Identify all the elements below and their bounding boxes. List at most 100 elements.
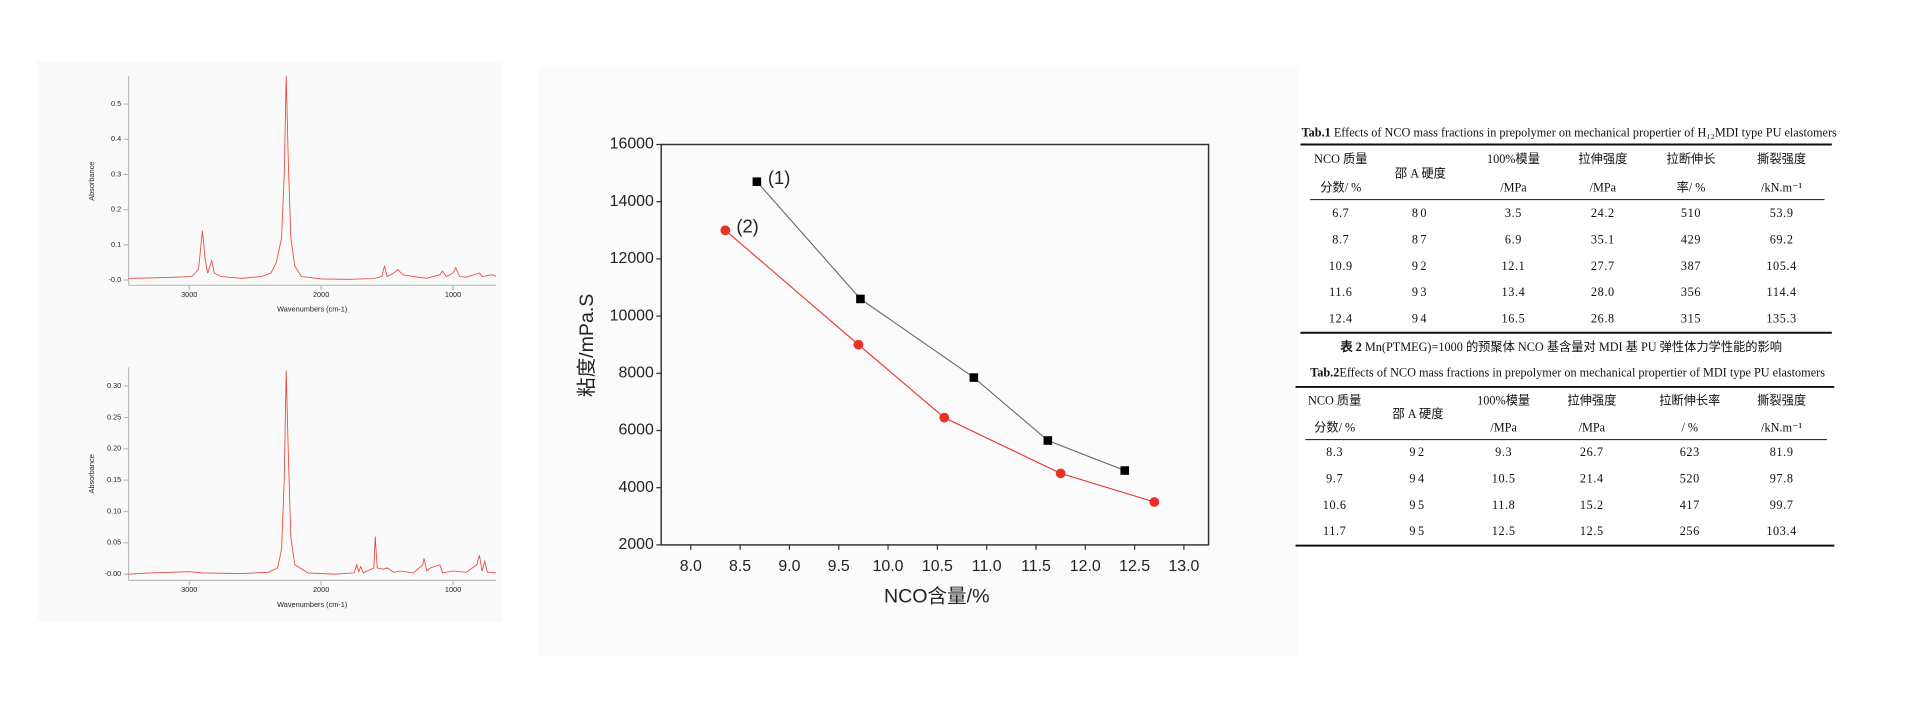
header-cell: 分数/ % xyxy=(1320,179,1361,194)
header-cell: /MPa xyxy=(1500,180,1527,194)
header-cell: 拉断伸长率 xyxy=(1659,392,1720,407)
point xyxy=(969,373,979,382)
x-tick-label: 13.0 xyxy=(1168,558,1199,575)
y-tick-label: 16000 xyxy=(610,136,654,153)
y-axis-label: Absorbance xyxy=(87,162,96,201)
header-cell: / % xyxy=(1681,420,1698,434)
table-cell: 92 xyxy=(1412,259,1429,273)
header-cell: 撕裂强度 xyxy=(1757,151,1806,166)
header-cell: /MPa xyxy=(1579,420,1606,434)
series-line xyxy=(128,75,497,280)
y-tick-label: 10000 xyxy=(610,307,654,324)
caption-text: Effects of NCO mass fractions in prepoly… xyxy=(1339,365,1825,379)
table-cell: 256 xyxy=(1680,524,1700,538)
y-tick-label: 0.25 xyxy=(107,412,121,421)
table-cell: 12.1 xyxy=(1502,259,1526,273)
series-line xyxy=(128,370,496,575)
table-cell: 80 xyxy=(1412,206,1429,220)
tables: Tab.1 Effects of NCO mass fractions in p… xyxy=(1295,125,1837,547)
header-cell: 拉断伸长 xyxy=(1667,151,1716,166)
header-cell: /MPa xyxy=(1490,420,1517,434)
table-cell: 105.4 xyxy=(1766,259,1797,273)
caption-label: Tab.2 xyxy=(1310,365,1339,379)
y-tick-label: 0.1 xyxy=(111,240,121,249)
table-cell: 315 xyxy=(1681,311,1701,325)
table-cell: 16.5 xyxy=(1502,311,1526,325)
x-tick-label: 2000 xyxy=(313,290,329,299)
table-cell: 93 xyxy=(1412,285,1429,299)
header-cell: /kN.m⁻¹ xyxy=(1761,180,1802,194)
table-cell: 11.7 xyxy=(1323,524,1346,538)
x-tick-label: 10.0 xyxy=(873,558,904,575)
y-tick-label: 0.20 xyxy=(107,444,121,453)
point xyxy=(1120,466,1130,475)
x-tick-label: 11.5 xyxy=(1021,558,1051,575)
x-tick-label: 12.0 xyxy=(1070,558,1101,575)
table-cell: 3.5 xyxy=(1505,206,1522,220)
x-tick-label: 1000 xyxy=(445,290,461,299)
table-cell: 21.4 xyxy=(1580,471,1604,485)
table-cell: 28.0 xyxy=(1591,285,1615,299)
y-tick-label: 0.2 xyxy=(111,205,121,214)
plot-frame xyxy=(660,143,1210,546)
table-caption: Tab.2Effects of NCO mass fractions in pr… xyxy=(1310,365,1825,379)
x-tick-label: 10.5 xyxy=(922,558,953,575)
table-cell: 387 xyxy=(1681,259,1701,273)
table-cell: 81.9 xyxy=(1770,445,1794,459)
x-axis-label: NCO含量/% xyxy=(884,586,990,608)
y-tick-label: 6000 xyxy=(618,422,654,439)
header-cell: 拉伸强度 xyxy=(1567,392,1616,407)
x-axis-label: Wavenumbers (cm-1) xyxy=(277,305,347,314)
x-tick-label: 1000 xyxy=(445,585,461,594)
table-caption: Tab.1 Effects of NCO mass fractions in p… xyxy=(1302,125,1837,139)
table-cell: 10.5 xyxy=(1492,471,1516,485)
table-cell: 6.7 xyxy=(1332,206,1349,220)
table-title: 表 2 Mn(PTMEG)=1000 的预聚体 NCO 基含量对 MDI 基 P… xyxy=(1339,339,1782,354)
y-tick-label: 0.5 xyxy=(111,99,121,108)
point xyxy=(856,294,865,304)
x-tick-label: 3000 xyxy=(181,290,197,299)
x-axis-label: Wavenumbers (cm-1) xyxy=(277,600,347,609)
header-cell: NCO 质量 xyxy=(1314,152,1367,166)
y-tick-label: 0.15 xyxy=(107,475,121,484)
series-label: (2) xyxy=(736,216,758,237)
y-tick-label: 4000 xyxy=(618,479,654,496)
table-cell: 12.4 xyxy=(1329,311,1353,325)
header-cell: 邵 A 硬度 xyxy=(1395,165,1446,180)
table-cell: 15.2 xyxy=(1580,498,1604,512)
table-cell: 510 xyxy=(1681,206,1701,220)
table-title-text: Mn(PTMEG)=1000 的预聚体 NCO 基含量对 MDI 基 PU 弹性… xyxy=(1362,339,1782,354)
table-cell: 53.9 xyxy=(1770,206,1794,220)
x-tick-label: 8.5 xyxy=(729,558,751,575)
header-cell: NCO 质量 xyxy=(1308,393,1361,407)
caption-label: Tab.1 xyxy=(1302,125,1331,139)
table-cell: 12.5 xyxy=(1492,524,1516,538)
x-tick-label: 3000 xyxy=(181,585,197,594)
table-cell: 10.9 xyxy=(1329,259,1353,273)
spectra-panel xyxy=(36,61,503,623)
table-cell: 95 xyxy=(1409,524,1426,538)
header-cell: 分数/ % xyxy=(1314,419,1355,434)
table-cell: 12.5 xyxy=(1580,524,1604,538)
table-cell: 6.9 xyxy=(1505,232,1522,246)
header-cell: 邵 A 硬度 xyxy=(1392,406,1443,421)
table-cell: 135.3 xyxy=(1766,311,1797,325)
header-cell: /MPa xyxy=(1590,180,1617,194)
table-cell: 94 xyxy=(1412,311,1429,325)
point xyxy=(939,412,950,423)
y-tick-label: 0.4 xyxy=(111,134,121,143)
y-tick-label: 0.05 xyxy=(107,538,121,547)
table-cell: 13.4 xyxy=(1502,285,1526,299)
caption-text: Effects of NCO mass fractions in prepoly… xyxy=(1331,125,1837,139)
x-tick-label: 2000 xyxy=(313,585,329,594)
header-cell: /kN.m⁻¹ xyxy=(1761,420,1802,434)
table-cell: 92 xyxy=(1409,445,1426,459)
y-tick-label: 0.30 xyxy=(107,381,121,390)
point xyxy=(1149,497,1160,507)
table-cell: 623 xyxy=(1680,445,1700,459)
table-cell: 103.4 xyxy=(1766,524,1797,538)
y-tick-label: 2000 xyxy=(618,536,654,553)
table-cell: 27.7 xyxy=(1591,259,1615,273)
